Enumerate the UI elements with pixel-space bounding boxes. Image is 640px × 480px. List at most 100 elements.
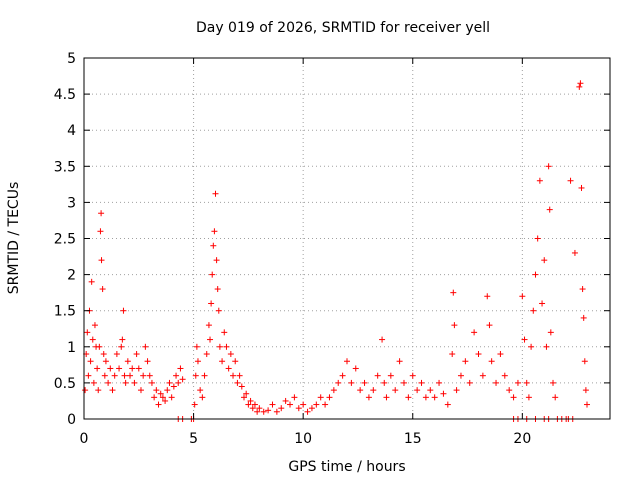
data-point <box>87 358 94 365</box>
plot-frame <box>83 57 611 420</box>
data-point <box>109 387 116 394</box>
data-point <box>326 394 333 401</box>
data-point <box>90 379 97 386</box>
data-point <box>236 372 243 379</box>
data-point <box>247 397 254 404</box>
data-point <box>396 358 403 365</box>
data-point <box>201 372 208 379</box>
y-tick-label: 0 <box>67 412 76 428</box>
data-point <box>216 343 223 350</box>
data-point <box>225 365 232 372</box>
data-point <box>405 394 412 401</box>
data-point <box>510 394 517 401</box>
y-tick-label: 0.5 <box>54 376 76 392</box>
data-point <box>210 242 217 249</box>
data-point <box>166 379 173 386</box>
data-point <box>146 372 153 379</box>
data-point <box>577 80 584 87</box>
data-point <box>273 408 280 415</box>
data-point <box>344 358 350 365</box>
data-point <box>164 387 171 394</box>
data-point <box>238 383 245 390</box>
data-point <box>440 390 447 397</box>
data-point <box>550 379 557 386</box>
data-point <box>357 387 364 394</box>
data-point <box>269 401 276 408</box>
data-point <box>322 401 329 408</box>
x-tick-label: 20 <box>513 431 531 447</box>
data-point <box>583 401 590 408</box>
data-point <box>199 394 206 401</box>
data-point <box>177 365 184 372</box>
data-point <box>135 365 142 372</box>
data-point <box>91 322 98 329</box>
data-point <box>571 249 578 256</box>
y-tick-label: 1.5 <box>54 304 76 320</box>
data-point <box>133 351 140 358</box>
data-point <box>98 257 105 264</box>
y-axis-label: SRMTID / TECUs <box>6 182 22 295</box>
data-point <box>453 387 460 394</box>
y-tick-label: 4.5 <box>54 87 76 103</box>
data-point <box>546 206 553 213</box>
data-point <box>352 365 359 372</box>
data-point <box>230 372 237 379</box>
data-point <box>193 343 200 350</box>
data-point <box>418 379 425 386</box>
data-point <box>256 405 263 412</box>
data-point <box>523 379 530 386</box>
data-point <box>381 379 388 386</box>
data-point <box>444 401 451 408</box>
data-point <box>111 372 118 379</box>
data-point <box>121 372 128 379</box>
data-point <box>223 343 230 350</box>
data-point <box>88 278 95 285</box>
data-point <box>100 351 107 358</box>
data-point <box>348 379 355 386</box>
data-point <box>205 322 212 329</box>
data-point <box>486 322 493 329</box>
data-point <box>148 379 155 386</box>
data-point <box>84 329 91 336</box>
data-point <box>227 351 234 358</box>
data-point <box>519 293 526 300</box>
data-point <box>552 394 559 401</box>
data-points <box>82 80 590 422</box>
data-point <box>234 379 241 386</box>
x-tick-label: 10 <box>294 431 312 447</box>
data-point <box>471 329 478 336</box>
data-point <box>197 387 204 394</box>
data-point <box>129 365 136 372</box>
data-point <box>484 293 491 300</box>
data-point <box>534 235 541 242</box>
data-point <box>479 372 486 379</box>
data-point <box>497 351 504 358</box>
data-point <box>450 289 457 296</box>
data-point <box>295 405 302 412</box>
chart-title: Day 019 of 2026, SRMTID for receiver yel… <box>196 20 490 36</box>
data-point <box>215 307 222 314</box>
data-point <box>308 405 315 412</box>
data-point <box>157 390 164 397</box>
axis-ticks: 0 0.5 1 1.5 2 2.5 3 3.5 4 4.5 5 0 5 10 15 20 <box>54 51 610 447</box>
data-point <box>304 408 311 415</box>
data-point <box>330 387 337 394</box>
data-point <box>576 83 583 90</box>
data-point <box>427 387 434 394</box>
data-point <box>120 307 127 314</box>
data-point <box>140 372 147 379</box>
data-point <box>501 372 508 379</box>
data-point <box>122 379 129 386</box>
x-tick-label: 5 <box>189 431 198 447</box>
data-point <box>374 372 381 379</box>
data-point <box>475 351 482 358</box>
data-point <box>105 379 112 386</box>
data-point <box>335 379 342 386</box>
data-point <box>392 387 399 394</box>
data-point <box>249 405 256 412</box>
data-point <box>240 394 247 401</box>
data-point <box>151 394 158 401</box>
data-point <box>209 271 216 278</box>
data-point <box>506 387 513 394</box>
